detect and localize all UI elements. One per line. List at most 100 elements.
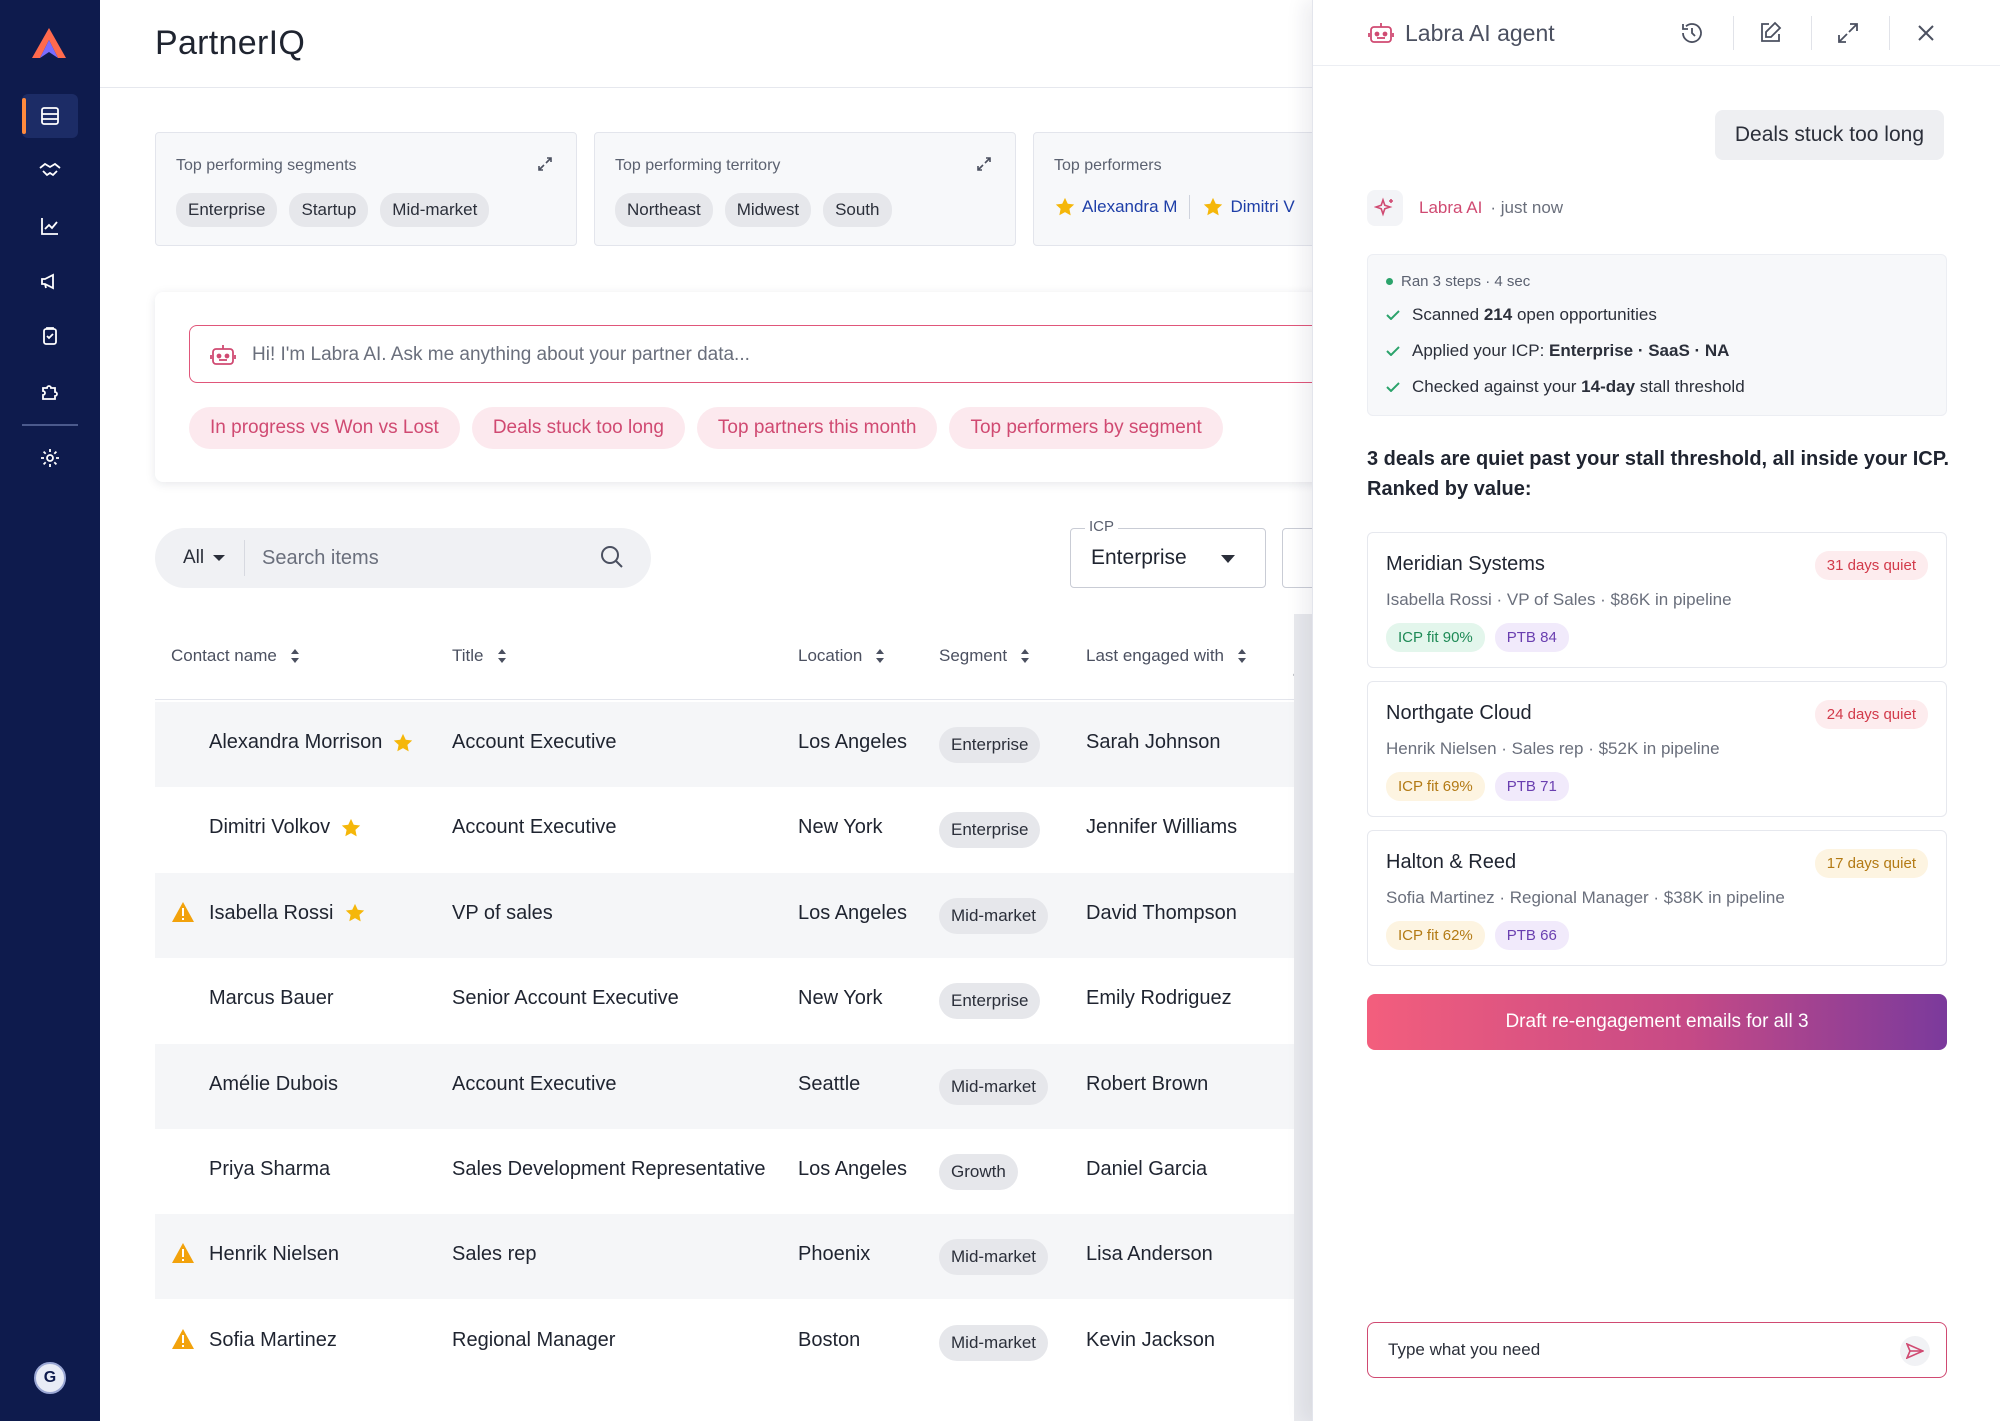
star-icon	[345, 904, 364, 922]
suggestion-chip[interactable]: In progress vs Won vs Lost	[189, 407, 460, 449]
status-dot	[1386, 278, 1393, 285]
step-item: Checked against your 14-day stall thresh…	[1386, 377, 1745, 397]
horizontal-scroll-region[interactable]	[1294, 614, 1312, 1421]
table-row[interactable]: Isabella Rossi VP of sales Los Angeles Mid-…	[155, 872, 1305, 958]
last-engaged: David Thompson	[1086, 901, 1237, 924]
scope-dropdown[interactable]: All	[183, 547, 226, 569]
compose-input[interactable]: Type what you need	[1367, 1322, 1947, 1378]
table-row[interactable]: Sofia Martinez Regional Manager Boston Mid-…	[155, 1300, 1305, 1385]
table-row[interactable]: Henrik Nielsen Sales rep Phoenix Mid-market…	[155, 1214, 1305, 1300]
draft-emails-button[interactable]: Draft re-engagement emails for all 3	[1367, 994, 1947, 1050]
contact-name[interactable]: Marcus Bauer	[209, 987, 334, 1010]
nav-item-integrations[interactable]	[22, 369, 78, 413]
ask-ai-panel: Hi! I'm Labra AI. Ask me anything about …	[155, 292, 1312, 482]
deal-card[interactable]: Meridian Systems 31 days quiet Isabella …	[1367, 532, 1947, 668]
deal-card[interactable]: Halton & Reed 17 days quiet Sofia Martin…	[1367, 830, 1947, 966]
scope-label: All	[183, 547, 205, 568]
divider	[1889, 16, 1890, 50]
close-icon[interactable]	[1913, 20, 1939, 46]
search-icon[interactable]	[599, 544, 625, 570]
send-button[interactable]	[1900, 1336, 1930, 1366]
contact-location: Los Angeles	[798, 901, 907, 924]
card-title: Top performing territory	[615, 157, 781, 174]
ask-ai-input[interactable]: Hi! I'm Labra AI. Ask me anything about …	[189, 325, 1312, 383]
nav-divider	[22, 424, 78, 426]
card-top-segments: Top performing segments Enterprise Start…	[155, 132, 577, 246]
table-row[interactable]: Dimitri Volkov Account Executive New York E…	[155, 787, 1305, 872]
territory-chip[interactable]: Midwest	[724, 193, 812, 227]
column-header[interactable]: Segment	[939, 646, 1030, 666]
column-header[interactable]: Title	[452, 646, 506, 666]
segment-chip[interactable]: Enterprise	[176, 193, 278, 227]
deal-details: Isabella Rossi · VP of Sales · $86K in p…	[1386, 590, 1732, 609]
ptb-badge: PTB 71	[1494, 772, 1569, 801]
nav-item-inbox[interactable]	[22, 94, 78, 138]
ai-message-meta: Labra AI · just now	[1367, 190, 1563, 226]
user-avatar[interactable]: G	[34, 1362, 66, 1394]
ptb-badge: PTB 66	[1494, 921, 1569, 950]
table-row[interactable]: Amélie Dubois Account Executive Seattle Mid…	[155, 1043, 1305, 1129]
last-engaged: Kevin Jackson	[1086, 1328, 1215, 1351]
icp-select[interactable]: ICP Enterprise	[1070, 518, 1266, 588]
nav-item-analytics[interactable]	[22, 204, 78, 248]
deal-card[interactable]: Northgate Cloud 24 days quiet Henrik Nie…	[1367, 681, 1947, 817]
contact-name[interactable]: Dimitri Volkov	[209, 816, 362, 839]
labra-logo[interactable]	[28, 26, 70, 60]
robot-icon	[210, 345, 236, 365]
contact-name[interactable]: Sofia Martinez	[209, 1328, 337, 1351]
contact-name[interactable]: Priya Sharma	[209, 1158, 331, 1180]
icp-fit-badge: ICP fit 62%	[1386, 921, 1485, 950]
table-row[interactable]: Priya Sharma Sales Development Representa…	[155, 1129, 1305, 1214]
contact-name[interactable]: Amélie Dubois	[209, 1072, 338, 1095]
table-row[interactable]: Alexandra Morrison Account Executive Los A…	[155, 702, 1305, 787]
segment-chip[interactable]: Startup	[289, 193, 369, 227]
history-icon[interactable]	[1679, 20, 1705, 46]
table-header: Contact name Title Location Segment Last…	[155, 614, 1309, 700]
ptb-badge: PTB 84	[1494, 623, 1569, 652]
top-bar: PartnerIQ	[100, 0, 1312, 88]
contact-name[interactable]: Isabella Rossi	[209, 902, 366, 925]
contact-location: Seattle	[798, 1072, 861, 1095]
search-input[interactable]: Search items	[262, 547, 379, 569]
gear-icon	[41, 449, 59, 467]
table-row[interactable]: Marcus Bauer Senior Account Executive New …	[155, 958, 1305, 1043]
suggestion-chip[interactable]: Top partners this month	[696, 407, 938, 449]
performer-link[interactable]: Dimitri V	[1202, 196, 1295, 218]
territory-chip[interactable]: Northeast	[615, 193, 713, 227]
performer-link[interactable]: Alexandra M	[1054, 196, 1177, 218]
segment-chip[interactable]: Mid-market	[380, 193, 490, 227]
contact-title: Regional Manager	[452, 1328, 616, 1351]
contact-name[interactable]: Henrik Nielsen	[209, 1243, 340, 1266]
expand-icon[interactable]	[1835, 20, 1861, 46]
column-header[interactable]: Last engaged with	[1086, 646, 1246, 666]
suggestion-chip[interactable]: Deals stuck too long	[471, 407, 685, 449]
expand-icon[interactable]	[536, 155, 554, 173]
nav-item-tasks[interactable]	[22, 314, 78, 358]
territory-chip[interactable]: South	[823, 193, 892, 227]
clipboard-icon	[43, 327, 57, 345]
inbox-icon	[41, 107, 59, 125]
column-header[interactable]: Contact name	[171, 646, 299, 666]
last-engaged: Jennifer Williams	[1086, 816, 1238, 839]
deal-name: Halton & Reed	[1386, 851, 1517, 873]
segment-badge: Enterprise	[939, 812, 1041, 849]
secondary-select[interactable]	[1282, 528, 1312, 588]
nav-item-campaigns[interactable]	[22, 259, 78, 303]
nav-item-partners[interactable]	[22, 148, 78, 192]
sort-icon	[1238, 649, 1246, 663]
sort-icon	[290, 649, 299, 663]
contact-location: Los Angeles	[798, 1158, 907, 1180]
warning-icon	[172, 901, 194, 922]
card-top-territory: Top performing territory Northeast Midwe…	[594, 132, 1016, 246]
star-icon	[394, 733, 413, 751]
suggestion-chip[interactable]: Top performers by segment	[949, 407, 1223, 449]
nav-item-settings[interactable]	[22, 436, 78, 480]
contact-title: VP of sales	[452, 901, 553, 924]
sparkle-icon	[1374, 197, 1393, 217]
ai-timestamp: · just now	[1490, 198, 1564, 217]
edit-icon[interactable]	[1757, 20, 1783, 46]
contact-name[interactable]: Alexandra Morrison	[209, 731, 414, 754]
expand-icon[interactable]	[975, 155, 993, 173]
nav-rail: G	[0, 0, 100, 1421]
column-header[interactable]: Location	[798, 646, 885, 666]
